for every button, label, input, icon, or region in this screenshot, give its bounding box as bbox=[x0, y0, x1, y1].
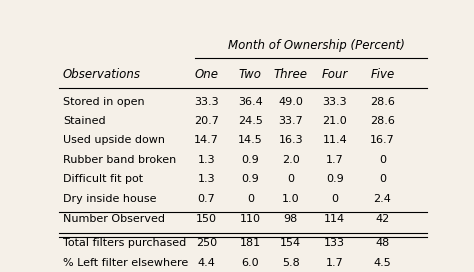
Text: 14.7: 14.7 bbox=[194, 135, 219, 146]
Text: 0.7: 0.7 bbox=[197, 194, 215, 204]
Text: Rubber band broken: Rubber band broken bbox=[63, 155, 176, 165]
Text: 21.0: 21.0 bbox=[322, 116, 347, 126]
Text: 5.8: 5.8 bbox=[282, 258, 300, 268]
Text: 0: 0 bbox=[379, 174, 386, 184]
Text: 0: 0 bbox=[247, 194, 254, 204]
Text: 33.7: 33.7 bbox=[278, 116, 303, 126]
Text: 110: 110 bbox=[240, 214, 261, 224]
Text: 11.4: 11.4 bbox=[322, 135, 347, 146]
Text: 1.7: 1.7 bbox=[326, 258, 344, 268]
Text: Number Observed: Number Observed bbox=[63, 214, 165, 224]
Text: 0: 0 bbox=[331, 194, 338, 204]
Text: Two: Two bbox=[239, 68, 262, 81]
Text: 1.0: 1.0 bbox=[282, 194, 300, 204]
Text: 28.6: 28.6 bbox=[370, 97, 395, 107]
Text: Month of Ownership (Percent): Month of Ownership (Percent) bbox=[228, 39, 405, 52]
Text: Total filters purchased: Total filters purchased bbox=[63, 238, 186, 248]
Text: 1.3: 1.3 bbox=[197, 155, 215, 165]
Text: % Left filter elsewhere: % Left filter elsewhere bbox=[63, 258, 188, 268]
Text: Dry inside house: Dry inside house bbox=[63, 194, 156, 204]
Text: 98: 98 bbox=[283, 214, 298, 224]
Text: 2.0: 2.0 bbox=[282, 155, 300, 165]
Text: 48: 48 bbox=[375, 238, 390, 248]
Text: 0: 0 bbox=[379, 155, 386, 165]
Text: Difficult fit pot: Difficult fit pot bbox=[63, 174, 143, 184]
Text: 2.4: 2.4 bbox=[374, 194, 392, 204]
Text: 33.3: 33.3 bbox=[322, 97, 347, 107]
Text: Three: Three bbox=[273, 68, 308, 81]
Text: 14.5: 14.5 bbox=[238, 135, 263, 146]
Text: Used upside down: Used upside down bbox=[63, 135, 165, 146]
Text: Five: Five bbox=[370, 68, 395, 81]
Text: 36.4: 36.4 bbox=[238, 97, 263, 107]
Text: 0.9: 0.9 bbox=[241, 174, 259, 184]
Text: Four: Four bbox=[321, 68, 348, 81]
Text: 16.7: 16.7 bbox=[370, 135, 395, 146]
Text: Observations: Observations bbox=[63, 68, 141, 81]
Text: 6.0: 6.0 bbox=[241, 258, 259, 268]
Text: 154: 154 bbox=[280, 238, 301, 248]
Text: 250: 250 bbox=[196, 238, 217, 248]
Text: 0.9: 0.9 bbox=[326, 174, 344, 184]
Text: 20.7: 20.7 bbox=[194, 116, 219, 126]
Text: 150: 150 bbox=[196, 214, 217, 224]
Text: 42: 42 bbox=[375, 214, 390, 224]
Text: 0: 0 bbox=[287, 174, 294, 184]
Text: 28.6: 28.6 bbox=[370, 116, 395, 126]
Text: 1.3: 1.3 bbox=[197, 174, 215, 184]
Text: 33.3: 33.3 bbox=[194, 97, 219, 107]
Text: 4.5: 4.5 bbox=[374, 258, 392, 268]
Text: 4.4: 4.4 bbox=[197, 258, 215, 268]
Text: 24.5: 24.5 bbox=[238, 116, 263, 126]
Text: 49.0: 49.0 bbox=[278, 97, 303, 107]
Text: One: One bbox=[194, 68, 218, 81]
Text: 133: 133 bbox=[324, 238, 345, 248]
Text: 16.3: 16.3 bbox=[278, 135, 303, 146]
Text: Stored in open: Stored in open bbox=[63, 97, 145, 107]
Text: 0.9: 0.9 bbox=[241, 155, 259, 165]
Text: 181: 181 bbox=[240, 238, 261, 248]
Text: 1.7: 1.7 bbox=[326, 155, 344, 165]
Text: 114: 114 bbox=[324, 214, 346, 224]
Text: Stained: Stained bbox=[63, 116, 106, 126]
